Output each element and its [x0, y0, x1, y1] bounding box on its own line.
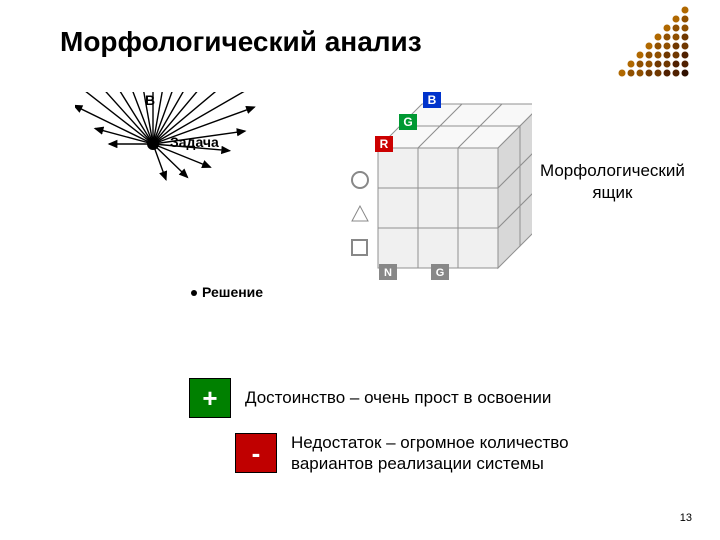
spray-diagram: B Задача Решение	[75, 92, 305, 307]
advantage-text: Достоинство – очень прост в освоении	[245, 387, 551, 408]
spray-label-b: B	[145, 92, 155, 108]
slide-number: 13	[680, 512, 692, 524]
svg-text:R: R	[380, 137, 389, 151]
minus-badge: -	[235, 433, 277, 473]
cube-label: Морфологическийящик	[540, 160, 685, 204]
svg-text:G: G	[436, 267, 445, 279]
spray-label-solution: Решение	[191, 284, 263, 300]
svg-text:G: G	[403, 115, 412, 129]
svg-text:N: N	[384, 267, 392, 279]
morph-cube-diagram: BGRNG	[332, 88, 532, 298]
disadvantage-row: - Недостаток – огромное количествовариан…	[235, 432, 569, 475]
page-title: Морфологический анализ	[60, 26, 422, 58]
advantage-row: + Достоинство – очень прост в освоении	[189, 378, 551, 418]
spray-label-task: Задача	[170, 134, 219, 150]
plus-badge: +	[189, 378, 231, 418]
corner-dot-art	[610, 0, 710, 100]
disadvantage-text: Недостаток – огромное количествоварианто…	[291, 432, 569, 475]
svg-text:B: B	[428, 93, 437, 107]
